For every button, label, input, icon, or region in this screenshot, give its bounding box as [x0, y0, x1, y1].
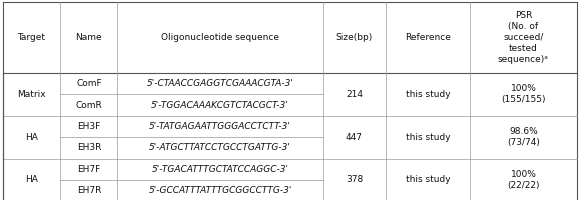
Text: Target: Target — [17, 33, 46, 42]
Text: 5'-CTAACCGAGGTCGAAACGTA-3': 5'-CTAACCGAGGTCGAAACGTA-3' — [147, 79, 293, 88]
Text: 98.6%
(73/74): 98.6% (73/74) — [507, 127, 540, 147]
Text: Matrix: Matrix — [17, 90, 46, 99]
Text: EH7F: EH7F — [77, 165, 100, 174]
Text: PSR
(No. of
succeed/
tested
sequence)ᵃ: PSR (No. of succeed/ tested sequence)ᵃ — [498, 11, 549, 64]
Text: 100%
(22/22): 100% (22/22) — [507, 170, 539, 190]
Text: Name: Name — [75, 33, 102, 42]
Text: 378: 378 — [346, 176, 363, 184]
Text: 5'-ATGCTTATCCTGCCTGATTG-3': 5'-ATGCTTATCCTGCCTGATTG-3' — [149, 143, 291, 152]
Text: Size(bp): Size(bp) — [336, 33, 373, 42]
Text: HA: HA — [25, 133, 38, 142]
Text: EH3F: EH3F — [77, 122, 100, 131]
Text: HA: HA — [25, 176, 38, 184]
Text: 5'-TGACATTTGCTATCCAGGC-3': 5'-TGACATTTGCTATCCAGGC-3' — [151, 165, 288, 174]
Text: EH3R: EH3R — [77, 143, 101, 152]
Text: EH7R: EH7R — [77, 186, 101, 195]
Text: 5'-TGGACAAAKCGTCTACGCT-3': 5'-TGGACAAAKCGTCTACGCT-3' — [151, 101, 289, 110]
Text: 214: 214 — [346, 90, 363, 99]
Text: Oligonucleotide sequence: Oligonucleotide sequence — [161, 33, 279, 42]
Text: ComR: ComR — [75, 101, 102, 110]
Text: this study: this study — [405, 133, 450, 142]
Text: 100%
(155/155): 100% (155/155) — [501, 84, 546, 104]
Text: this study: this study — [405, 176, 450, 184]
Text: ComF: ComF — [76, 79, 102, 88]
Text: 5'-GCCATTTATTTGCGGCCTTG-3': 5'-GCCATTTATTTGCGGCCTTG-3' — [148, 186, 292, 195]
Text: 5'-TATGAGAATTGGGACCTCTT-3': 5'-TATGAGAATTGGGACCTCTT-3' — [149, 122, 291, 131]
Text: 447: 447 — [346, 133, 363, 142]
Text: this study: this study — [405, 90, 450, 99]
Text: Reference: Reference — [405, 33, 451, 42]
